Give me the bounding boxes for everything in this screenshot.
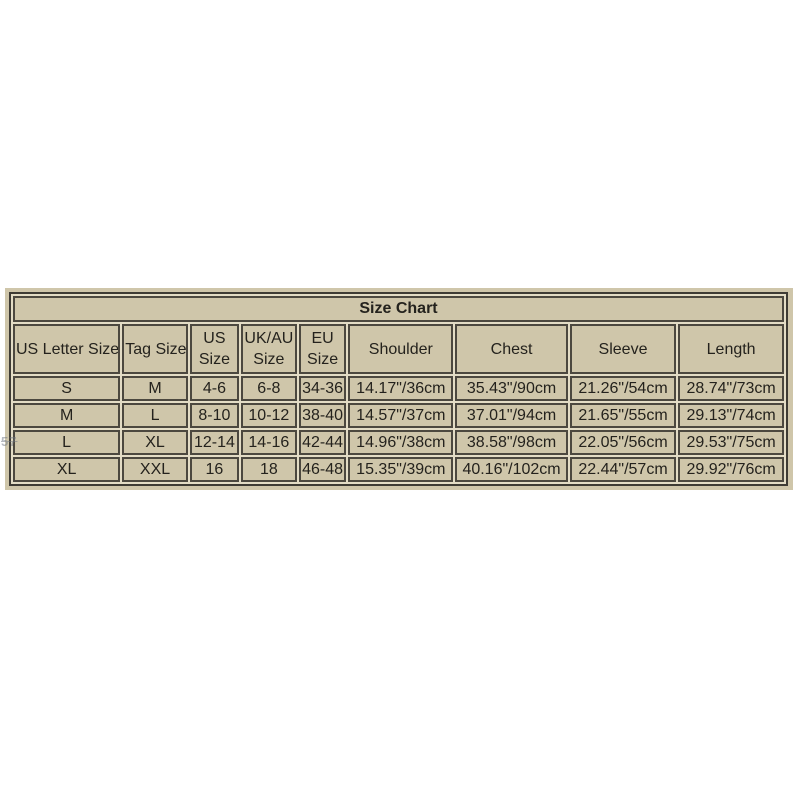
- column-header-label: EU: [311, 330, 334, 347]
- table-cell: 38-40: [298, 403, 347, 428]
- table-cell: XL: [13, 457, 121, 482]
- size-chart-panel: Size Chart US Letter Size Tag Size US Si…: [5, 288, 793, 490]
- table-cell: 40.16"/102cm: [455, 457, 568, 482]
- title-row: Size Chart: [13, 296, 784, 322]
- column-header-chest: Chest: [455, 324, 568, 374]
- column-header-label: Size: [253, 351, 285, 368]
- table-cell: M: [122, 376, 188, 401]
- table-cell: 12-14: [189, 430, 239, 455]
- column-header-label: Chest: [490, 340, 533, 358]
- table-cell: L: [13, 430, 121, 455]
- column-header-eu-size: EU Size: [298, 324, 347, 374]
- table-cell: L: [122, 403, 188, 428]
- column-header-shoulder: Shoulder: [348, 324, 454, 374]
- table-cell: 14.57"/37cm: [348, 403, 454, 428]
- table-cell: 18: [240, 457, 297, 482]
- column-header-us-letter-size: US Letter Size: [13, 324, 121, 374]
- column-header-label: Size: [307, 351, 339, 368]
- header-row: US Letter Size Tag Size US Size UK/AU Si…: [13, 324, 784, 374]
- table-cell: 28.74"/73cm: [678, 376, 784, 401]
- column-header-tag-size: Tag Size: [122, 324, 188, 374]
- table-cell: 16: [189, 457, 239, 482]
- column-header-sleeve: Sleeve: [569, 324, 677, 374]
- table-cell: 35.43"/90cm: [455, 376, 568, 401]
- table-cell: S: [13, 376, 121, 401]
- table-cell: 34-36: [298, 376, 347, 401]
- table-cell: 37.01"/94cm: [455, 403, 568, 428]
- table-cell: M: [13, 403, 121, 428]
- table-cell: 14-16: [240, 430, 297, 455]
- table-cell: 29.53"/75cm: [678, 430, 784, 455]
- size-chart-table: Size Chart US Letter Size Tag Size US Si…: [9, 292, 788, 486]
- table-cell: 29.13"/74cm: [678, 403, 784, 428]
- table-cell: 15.35"/39cm: [348, 457, 454, 482]
- column-header-label: Tag Size: [125, 340, 187, 358]
- table-row-s: S M 4-6 6-8 34-36 14.17"/36cm 35.43"/90c…: [13, 376, 784, 401]
- table-cell: XL: [122, 430, 188, 455]
- column-header-label: US: [203, 330, 226, 347]
- column-header-label: Shoulder: [368, 340, 433, 358]
- column-header-us-size: US Size: [189, 324, 239, 374]
- table-cell: 21.26"/54cm: [569, 376, 677, 401]
- table-cell: 42-44: [298, 430, 347, 455]
- table-cell: 29.92"/76cm: [678, 457, 784, 482]
- table-cell: 4-6: [189, 376, 239, 401]
- column-header-label: UK/AU: [244, 330, 294, 347]
- table-cell: 14.96"/38cm: [348, 430, 454, 455]
- column-header-label: Length: [706, 340, 756, 358]
- table-cell: 22.44"/57cm: [569, 457, 677, 482]
- table-row-l: L XL 12-14 14-16 42-44 14.96"/38cm 38.58…: [13, 430, 784, 455]
- table-cell: XXL: [122, 457, 188, 482]
- table-cell: 10-12: [240, 403, 297, 428]
- table-cell: 22.05"/56cm: [569, 430, 677, 455]
- column-header-label: US Letter Size: [16, 340, 120, 358]
- table-cell: 14.17"/36cm: [348, 376, 454, 401]
- table-cell: 46-48: [298, 457, 347, 482]
- column-header-length: Length: [678, 324, 784, 374]
- table-cell: 21.65"/55cm: [569, 403, 677, 428]
- table-cell: 6-8: [240, 376, 297, 401]
- watermark: 57: [1, 434, 18, 449]
- table-cell: 8-10: [189, 403, 239, 428]
- column-header-uk-au-size: UK/AU Size: [240, 324, 297, 374]
- column-header-label: Sleeve: [598, 340, 648, 358]
- column-header-label: Size: [198, 351, 230, 368]
- table-row-xl: XL XXL 16 18 46-48 15.35"/39cm 40.16"/10…: [13, 457, 784, 482]
- size-chart-title: Size Chart: [13, 296, 784, 322]
- table-row-m: M L 8-10 10-12 38-40 14.57"/37cm 37.01"/…: [13, 403, 784, 428]
- table-cell: 38.58"/98cm: [455, 430, 568, 455]
